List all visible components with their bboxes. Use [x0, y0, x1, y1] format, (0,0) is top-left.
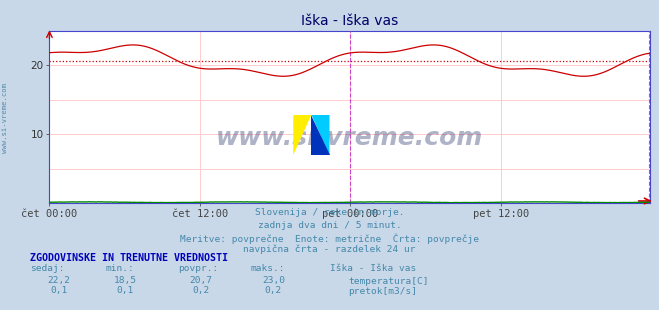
Text: ZGODOVINSKE IN TRENUTNE VREDNOSTI: ZGODOVINSKE IN TRENUTNE VREDNOSTI [30, 253, 227, 263]
Text: Iška - Iška vas: Iška - Iška vas [330, 264, 416, 273]
Text: www.si-vreme.com: www.si-vreme.com [216, 126, 484, 150]
Text: maks.:: maks.: [250, 264, 285, 273]
Text: Slovenija / reke in morje.: Slovenija / reke in morje. [255, 208, 404, 217]
Text: sedaj:: sedaj: [30, 264, 64, 273]
Text: 0,1: 0,1 [117, 286, 134, 295]
Text: povpr.:: povpr.: [178, 264, 218, 273]
Text: www.si-vreme.com: www.si-vreme.com [2, 83, 9, 153]
Text: min.:: min.: [105, 264, 134, 273]
Text: 18,5: 18,5 [114, 276, 136, 285]
Text: 0,1: 0,1 [51, 286, 68, 295]
Text: 23,0: 23,0 [262, 276, 285, 285]
Text: 0,2: 0,2 [265, 286, 282, 295]
Text: zadnja dva dni / 5 minut.: zadnja dva dni / 5 minut. [258, 221, 401, 230]
Text: Meritve: povprečne  Enote: metrične  Črta: povprečje: Meritve: povprečne Enote: metrične Črta:… [180, 233, 479, 244]
Text: navpična črta - razdelek 24 ur: navpična črta - razdelek 24 ur [243, 245, 416, 255]
Polygon shape [312, 115, 330, 155]
Text: temperatura[C]: temperatura[C] [348, 277, 428, 286]
Title: Iška - Iška vas: Iška - Iška vas [301, 15, 399, 29]
Polygon shape [312, 115, 330, 155]
Text: pretok[m3/s]: pretok[m3/s] [348, 287, 417, 296]
Polygon shape [293, 115, 312, 155]
Text: 20,7: 20,7 [190, 276, 212, 285]
Text: 0,2: 0,2 [192, 286, 210, 295]
Text: 22,2: 22,2 [48, 276, 71, 285]
